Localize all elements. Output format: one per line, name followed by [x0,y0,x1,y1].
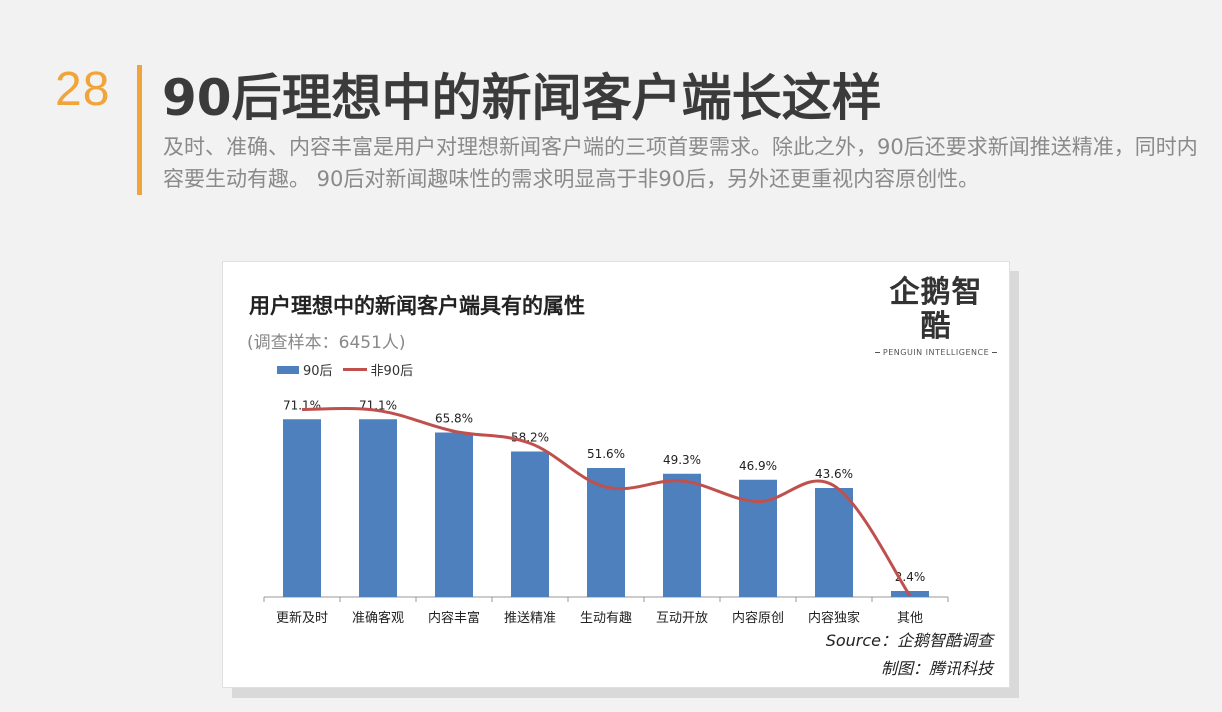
bar-data-label: 43.6% [815,467,853,481]
x-tick-label: 内容独家 [808,610,860,626]
chart-sample-note: (调查样本：6451人) [247,333,406,353]
page-headline: 90后理想中的新闻客户端长这样 [162,69,882,127]
x-tick-label: 互动开放 [656,611,708,626]
maker-credit: 制图：腾讯科技 [880,659,993,678]
x-tick-label: 内容丰富 [428,610,480,626]
chart-legend: 90后 非90后 [277,360,413,379]
x-tick-label: 准确客观 [352,610,404,626]
logo-rule-right [992,352,997,353]
bar-data-label: 65.8% [435,412,473,426]
legend-item-line: 非90后 [342,360,414,379]
bar-3 [435,432,473,597]
legend-label-bar: 90后 [303,364,333,379]
bar-2 [359,419,397,597]
x-tick-label: 其他 [897,611,923,626]
x-tick-label: 内容原创 [732,610,784,626]
bar-8 [815,488,853,597]
x-tick-label: 更新及时 [276,610,328,626]
logo-subtext-row: PENGUIN INTELLIGENCE [875,348,997,357]
line-series-non90 [301,407,912,597]
page-number: 28 [55,63,111,116]
page-subtitle: 及时、准确、内容丰富是用户对理想新闻客户端的三项首要需求。除此之外，90后还要求… [163,135,1198,191]
bar-1 [283,419,321,597]
x-tick-label: 生动有趣 [580,611,632,626]
chart-card: 用户理想中的新闻客户端具有的属性 (调查样本：6451人) 90后 非90后 企… [222,261,1010,688]
bar-data-label: 49.3% [663,453,701,467]
chart-title: 用户理想中的新闻客户端具有的属性 [249,294,585,318]
source-credit: Source：企鹅智酷调查 [825,631,993,650]
bar-data-label: 46.9% [739,459,777,473]
accent-bar [137,65,142,195]
logo-text: 企鹅智酷 [889,275,983,344]
chart-plot: 71.1%更新及时71.1%准确客观65.8%内容丰富58.2%推送精准51.6… [263,398,949,626]
legend-label-line: 非90后 [370,364,414,379]
penguin-intelligence-logo: 企鹅智酷 PENGUIN INTELLIGENCE [875,276,997,357]
bar-7 [739,479,777,597]
bar-4 [511,451,549,597]
legend-bar-swatch [277,365,299,374]
bar-data-label: 51.6% [587,447,625,461]
x-tick-label: 推送精准 [504,611,556,626]
logo-rule-left [875,352,880,353]
legend-item-bar: 90后 [277,360,333,379]
legend-line-swatch [342,368,367,371]
logo-subtext: PENGUIN INTELLIGENCE [882,348,990,357]
bar-6 [663,473,701,597]
